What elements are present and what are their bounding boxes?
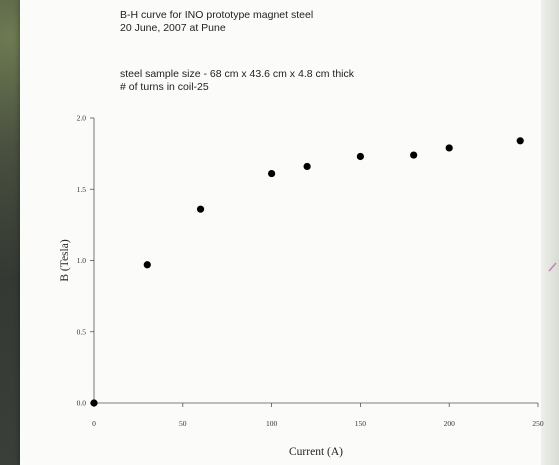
- slide-edge: [541, 0, 559, 465]
- slide: [20, 0, 549, 465]
- chart-title-line-1: B-H curve for INO prototype magnet steel: [120, 9, 314, 21]
- y-tick-label: 1.5: [77, 185, 87, 194]
- chart-axes: [93, 118, 538, 404]
- y-axis-label: B (Tesla): [59, 239, 71, 281]
- chart-title-line-2: 20 June, 2007 at Pune: [120, 22, 226, 34]
- x-tick-label: 50: [179, 419, 187, 428]
- chart-title: B-H curve for INO prototype magnet steel…: [120, 9, 540, 35]
- x-tick-label: 0: [92, 419, 96, 428]
- x-tick-label: 200: [444, 419, 456, 428]
- x-axis-label: Current (A): [289, 446, 343, 458]
- sample-size-text: steel sample size - 68 cm x 43.6 cm x 4.…: [120, 68, 354, 80]
- data-point: [268, 169, 276, 178]
- chart-annotation: steel sample size - 68 cm x 43.6 cm x 4.…: [120, 68, 540, 94]
- y-tick-label: 0.0: [77, 399, 87, 408]
- y-tick-label: 1.0: [77, 256, 87, 265]
- slide-accent-mark: [548, 262, 557, 272]
- data-point: [410, 151, 418, 159]
- x-tick-label: 250: [532, 419, 544, 428]
- chart-ticks: 0.0 0.5 1.0 1.5 2.0 0 50 100 150 200 250: [77, 114, 544, 429]
- y-tick-label: 0.5: [77, 327, 87, 336]
- data-point: [196, 205, 205, 213]
- data-point: [445, 144, 453, 152]
- chart-points: [90, 137, 524, 407]
- x-tick-label: 150: [355, 419, 367, 428]
- coil-turns-text: # of turns in coil-25: [120, 81, 209, 93]
- data-point: [356, 152, 364, 161]
- data-point: [90, 399, 98, 407]
- data-point: [143, 261, 151, 269]
- x-tick-label: 100: [266, 419, 278, 428]
- data-point: [516, 137, 524, 145]
- data-point: [303, 162, 311, 171]
- y-tick-label: 2.0: [77, 114, 87, 123]
